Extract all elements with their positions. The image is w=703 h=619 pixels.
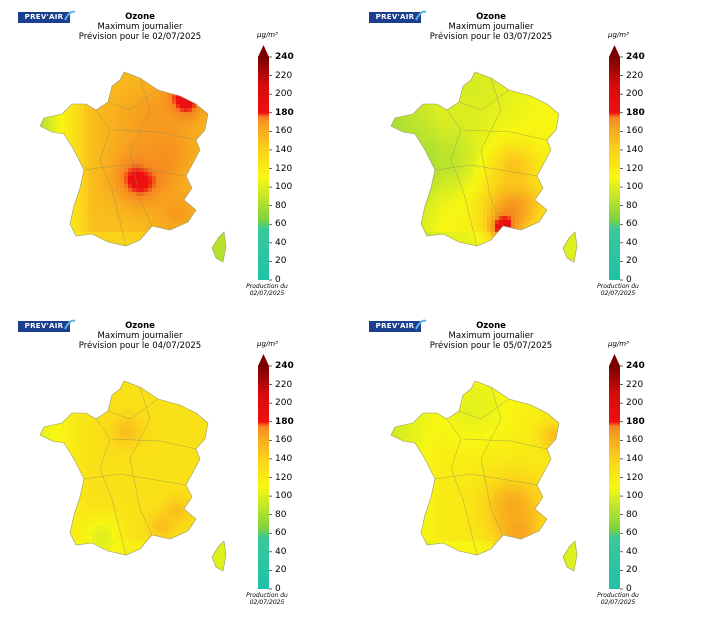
colorbar-tick-label: 20 [275,565,287,576]
colorbar-tick-label: 40 [626,237,638,248]
production-date: Production du 02/07/2025 [246,592,288,606]
colorbar-tick-label: 180 [275,107,294,118]
colorbar-tick-label: 60 [275,528,287,539]
colorbar-tick-label: 140 [626,144,644,155]
colorbar-tick-label: 160 [275,435,293,446]
colorbar-tick-label: 100 [275,491,293,502]
colorbar-extend-arrow [258,354,269,366]
map-title: Ozone Maximum journalier Prévision pour … [429,12,553,42]
prevair-logo: PREV'AIR [18,10,76,23]
colorbar-tick-label: 20 [626,256,638,267]
colorbar-tick-label: 0 [275,275,281,285]
colorbar-tick-label: 160 [626,435,644,446]
colorbar-tick-label: 180 [275,416,294,427]
colorbar-tick-label: 20 [275,256,287,267]
colorbar [258,57,269,280]
colorbar-extend-arrow [609,45,620,57]
colorbar-tick-label: 240 [626,361,645,371]
panel-1: PREV'AIR Ozone Maximum journalier Prévis… [351,0,702,309]
unit-label: µg/m³ [608,31,629,39]
colorbar-tick-label: 220 [626,70,644,81]
colorbar-tick-label: 40 [275,546,287,557]
colorbar-tick-label: 100 [275,182,293,193]
colorbar-tick-label: 120 [626,472,644,483]
colorbar-tick-label: 120 [275,163,293,174]
colorbar-tick-label: 200 [275,398,293,409]
france-ozone-map [390,45,623,281]
colorbar-tick-label: 40 [275,237,287,248]
colorbar-tick-label: 80 [626,509,638,520]
colorbar-tick-label: 200 [275,89,293,100]
colorbar-tick-label: 0 [626,275,632,285]
panel-2: PREV'AIR Ozone Maximum journalier Prévis… [0,309,351,618]
colorbar-tick-label: 80 [275,200,287,211]
prevair-logo: PREV'AIR [369,10,427,23]
production-date: Production du 02/07/2025 [597,283,639,297]
colorbar-extend-arrow [609,354,620,366]
france-ozone-map [39,354,272,590]
colorbar-tick-label: 60 [275,219,287,230]
colorbar-extend-arrow [258,45,269,57]
colorbar-tick-label: 240 [626,52,645,62]
colorbar-tick-label: 80 [275,509,287,520]
colorbar-tick-label: 120 [626,163,644,174]
colorbar-tick-label: 200 [626,89,644,100]
colorbar-tick-label: 100 [626,182,644,193]
colorbar-tick-label: 140 [275,453,293,464]
colorbar-tick-label: 240 [275,52,294,62]
france-ozone-map [39,45,272,281]
colorbar-tick-label: 0 [626,584,632,594]
map-title: Ozone Maximum journalier Prévision pour … [78,321,202,351]
production-date: Production du 02/07/2025 [597,592,639,606]
colorbar-tick-label: 220 [626,379,644,390]
production-date: Production du 02/07/2025 [246,283,288,297]
colorbar [609,366,620,589]
unit-label: µg/m³ [257,31,278,39]
colorbar-tick-label: 20 [626,565,638,576]
colorbar [609,57,620,280]
colorbar-tick-label: 140 [275,144,293,155]
panel-0: PREV'AIR Ozone Maximum journalier Prévis… [0,0,351,309]
colorbar [258,366,269,589]
map-title: Ozone Maximum journalier Prévision pour … [429,321,553,351]
colorbar-tick-label: 80 [626,200,638,211]
unit-label: µg/m³ [608,340,629,348]
colorbar-tick-label: 220 [275,70,293,81]
prevair-logo: PREV'AIR [18,319,76,332]
france-ozone-map [390,354,623,590]
prevair-logo: PREV'AIR [369,319,427,332]
colorbar-tick-label: 180 [626,107,645,118]
colorbar-tick-label: 180 [626,416,645,427]
colorbar-tick-label: 140 [626,453,644,464]
colorbar-tick-label: 240 [275,361,294,371]
colorbar-tick-label: 200 [626,398,644,409]
unit-label: µg/m³ [257,340,278,348]
colorbar-tick-label: 120 [275,472,293,483]
colorbar-tick-label: 0 [275,584,281,594]
colorbar-tick-label: 60 [626,219,638,230]
colorbar-tick-label: 60 [626,528,638,539]
colorbar-tick-label: 160 [275,126,293,137]
panel-3: PREV'AIR Ozone Maximum journalier Prévis… [351,309,702,618]
colorbar-tick-label: 220 [275,379,293,390]
map-title: Ozone Maximum journalier Prévision pour … [78,12,202,42]
colorbar-tick-label: 100 [626,491,644,502]
colorbar-tick-label: 40 [626,546,638,557]
colorbar-tick-label: 160 [626,126,644,137]
